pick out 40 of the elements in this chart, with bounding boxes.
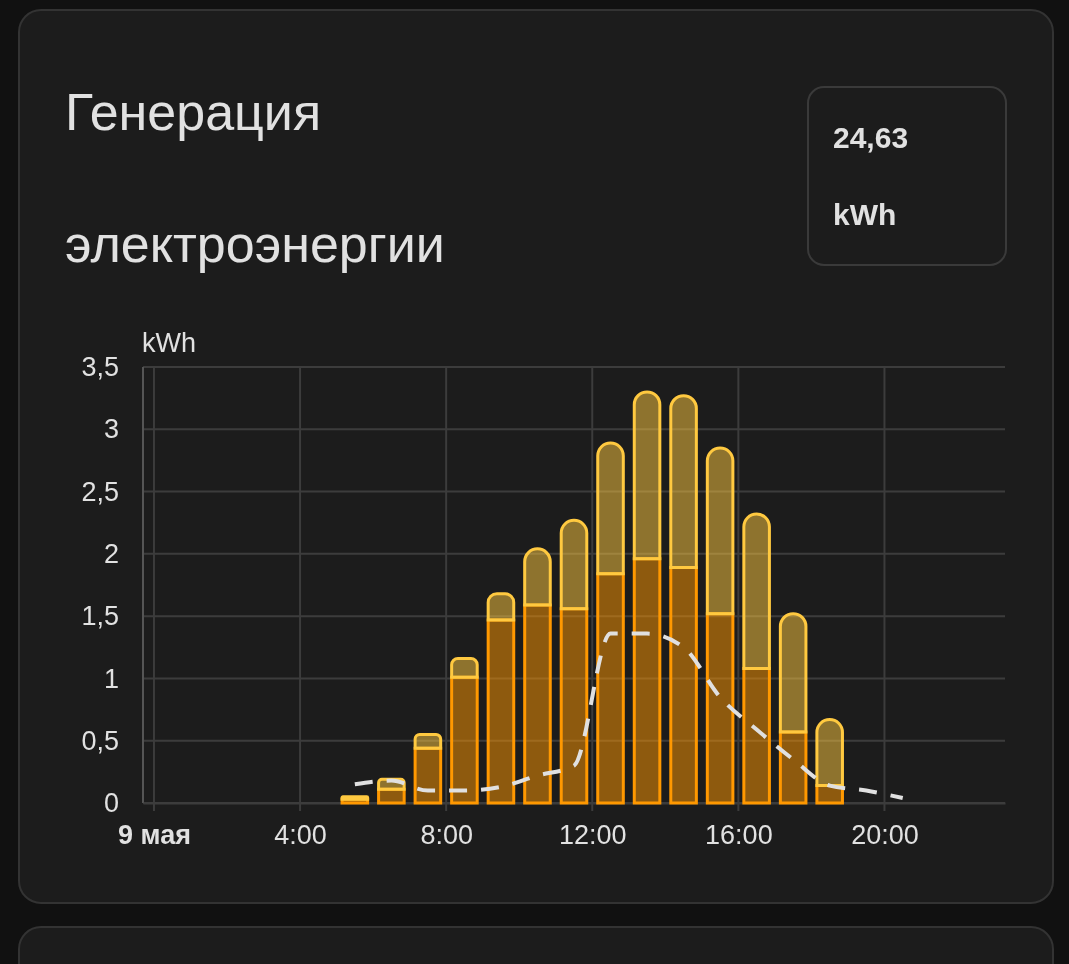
y-tick-label: 1 <box>103 663 119 694</box>
bar <box>815 718 844 788</box>
bar <box>705 446 735 616</box>
bar <box>413 732 443 750</box>
x-tick-label: 12:00 <box>558 820 627 851</box>
y-tick-label: 2 <box>103 539 119 569</box>
bar <box>486 618 516 805</box>
bar <box>523 603 552 805</box>
bar <box>340 795 370 801</box>
bar <box>523 547 552 607</box>
bar <box>559 607 589 805</box>
bar <box>596 441 625 576</box>
bar <box>632 390 662 561</box>
bar <box>450 657 479 679</box>
bar <box>632 557 662 805</box>
bar <box>559 518 589 611</box>
bar <box>669 566 698 805</box>
x-tick-label: 4:00 <box>274 820 327 851</box>
x-tick-label: 16:00 <box>705 820 773 851</box>
bar <box>742 512 771 670</box>
x-tick-label: 9 мая <box>118 820 191 851</box>
bar <box>596 572 625 805</box>
y-tick-label: 0,5 <box>81 725 119 756</box>
bar <box>778 730 808 805</box>
line-series <box>352 631 905 801</box>
bar <box>669 394 698 570</box>
y-tick-label: 3,5 <box>81 352 119 383</box>
text: 24,63 <box>833 121 909 154</box>
y-tick-label: 1,5 <box>81 601 119 632</box>
x-tick-label: 8:00 <box>420 820 473 851</box>
y-axis-title: kWh <box>142 328 196 358</box>
text: kWh <box>833 198 897 231</box>
y-tick-label: 0 <box>103 788 119 819</box>
chart-title: Генерация электроэнергии <box>65 83 445 273</box>
x-tick-label: 20:00 <box>851 820 919 851</box>
y-tick-label: 2,5 <box>81 476 119 507</box>
y-tick-label: 3 <box>103 414 119 445</box>
bar <box>778 612 808 734</box>
bar <box>705 612 735 805</box>
bar <box>486 592 516 622</box>
